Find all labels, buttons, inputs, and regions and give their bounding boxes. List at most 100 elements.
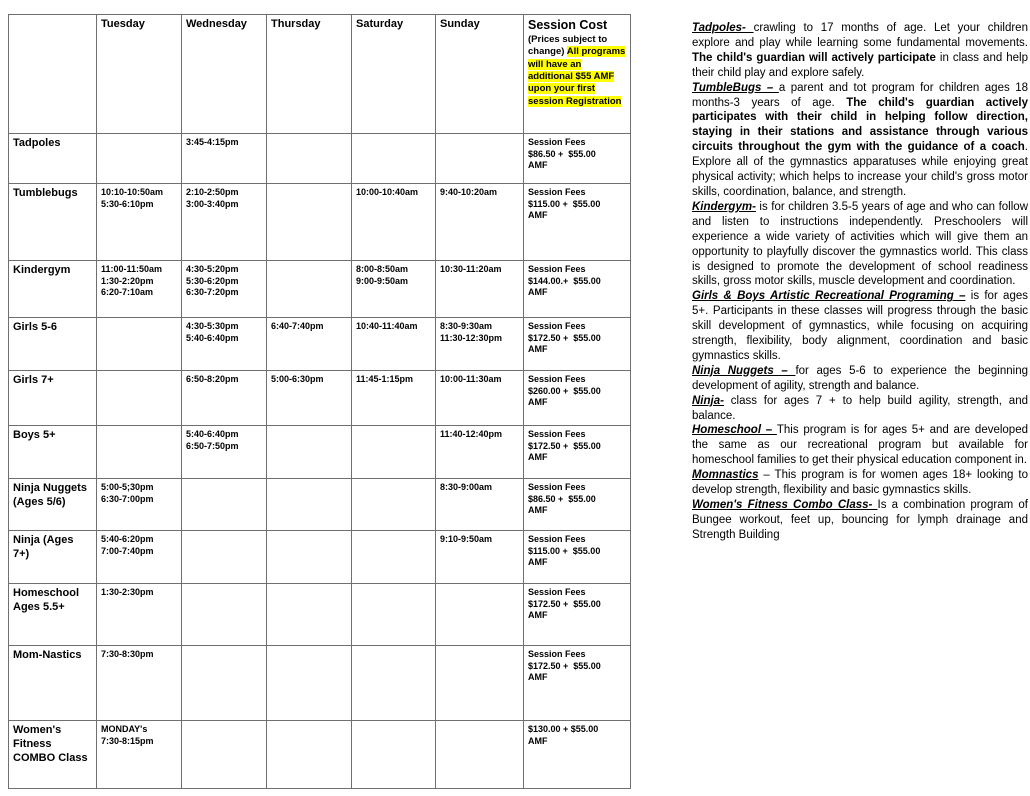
program-description-heading: Girls & Boys Artistic Recreational Progr… [692, 290, 966, 303]
program-description-heading: TumbleBugs – [692, 81, 779, 94]
day-header-wednesday: Wednesday [181, 14, 267, 134]
day-header-tuesday: Tuesday [96, 14, 182, 134]
time-cell: 10:40-11:40am [351, 317, 436, 371]
session-fee-cell: $130.00 + $55.00 AMF [523, 720, 631, 789]
time-cell [351, 425, 436, 479]
time-cell: 2:10-2:50pm 3:00-3:40pm [181, 183, 267, 261]
program-description-heading: Ninja- [692, 394, 724, 407]
description-text: class for ages 7 + to help build agility… [692, 394, 1028, 422]
time-cell [351, 530, 436, 584]
cost-note-plain: (Prices subject to change) [528, 34, 608, 58]
time-cell [435, 583, 524, 646]
time-cell [96, 317, 182, 371]
program-description-heading: Ninja Nuggets – [692, 364, 796, 377]
time-cell: 9:10-9:50am [435, 530, 524, 584]
time-cell: 11:00-11:50am 1:30-2:20pm 6:20-7:10am [96, 260, 182, 318]
description-text: . Explore all of the gymnastics apparatu… [692, 141, 1028, 198]
description-text: This program is for ages 5+ and are deve… [692, 424, 1028, 467]
description-bold-text: The child's guardian will actively parti… [692, 51, 936, 64]
day-header-saturday: Saturday [351, 14, 436, 134]
time-cell [96, 133, 182, 184]
time-cell [266, 478, 352, 531]
time-cell: 10:30-11:20am [435, 260, 524, 318]
description-text: is for ages 5+. Participants in these cl… [692, 290, 1028, 362]
time-cell [266, 260, 352, 318]
table-row: Tadpoles 3:45-4:15pm Session Fees $86.50 +… [8, 133, 631, 184]
time-cell [435, 720, 524, 789]
time-cell: 5:00-5;30pm 6:30-7:00pm [96, 478, 182, 531]
time-cell: 3:45-4:15pm [181, 133, 267, 184]
program-description: Momnastics – This program is for women a… [692, 468, 1028, 498]
class-name-cell: Ninja Nuggets (Ages 5/6) [8, 478, 97, 531]
day-header-sunday: Sunday [435, 14, 524, 134]
class-name-cell: Tumblebugs [8, 183, 97, 261]
table-row: Women's Fitness COMBO Class MONDAY's 7:30… [8, 720, 631, 789]
program-description: Ninja Nuggets – for ages 5-6 to experien… [692, 364, 1028, 394]
time-cell: 6:40-7:40pm [266, 317, 352, 371]
program-description-heading: Momnastics [692, 469, 759, 482]
time-cell: 5:40-6:40pm 6:50-7:50pm [181, 425, 267, 479]
session-fee-cell: Session Fees $172.50 + $55.00 AMF [523, 583, 631, 646]
schedule-table: Tuesday Wednesday Thursday Saturday Sund… [8, 14, 631, 789]
description-text: in class and help their child play and e… [692, 51, 1028, 79]
time-cell [266, 425, 352, 479]
description-text: – This program is for women ages 18+ loo… [692, 469, 1028, 497]
class-name-cell: Girls 5-6 [8, 317, 97, 371]
program-description: Homeschool – This program is for ages 5+… [692, 423, 1028, 468]
header-row: Tuesday Wednesday Thursday Saturday Sund… [8, 14, 631, 134]
class-name-cell: Ninja (Ages 7+) [8, 530, 97, 584]
class-name-cell: Women's Fitness COMBO Class [8, 720, 97, 789]
session-cost-title: Session Cost [528, 18, 608, 32]
day-header-thursday: Thursday [266, 14, 352, 134]
description-text: is for children 3.5-5 years of age and w… [692, 200, 1028, 288]
session-fee-cell: Session Fees $144.00.+ $55.00 AMF [523, 260, 631, 318]
time-cell: 10:10-10:50am 5:30-6:10pm [96, 183, 182, 261]
program-description: Women's Fitness Combo Class- Is a combin… [692, 498, 1028, 543]
time-cell: 10:00-11:30am [435, 370, 524, 426]
program-description: Kindergym- is for children 3.5-5 years o… [692, 200, 1028, 289]
time-cell: 6:50-8:20pm [181, 370, 267, 426]
time-cell: 8:30-9:00am [435, 478, 524, 531]
time-cell [266, 583, 352, 646]
time-cell: 11:45-1:15pm [351, 370, 436, 426]
table-row: Ninja (Ages 7+) 5:40-6:20pm 7:00-7:40pm 9:… [8, 530, 631, 584]
time-cell [181, 583, 267, 646]
time-cell [351, 583, 436, 646]
class-name-cell: Homeschool Ages 5.5+ [8, 583, 97, 646]
program-description: Ninja- class for ages 7 + to help build … [692, 394, 1028, 424]
time-cell [266, 133, 352, 184]
session-fee-cell: Session Fees $172.50 + $55.00 AMF [523, 317, 631, 371]
time-cell [435, 645, 524, 721]
session-fee-cell: Session Fees $260.00 + $55.00 AMF [523, 370, 631, 426]
time-cell [351, 720, 436, 789]
time-cell: 5:00-6:30pm [266, 370, 352, 426]
session-fee-cell: Session Fees $172.50 + $55.00 AMF [523, 425, 631, 479]
time-cell: 8:30-9:30am 11:30-12:30pm [435, 317, 524, 371]
time-cell [351, 133, 436, 184]
class-name-cell: Kindergym [8, 260, 97, 318]
corner-cell [8, 14, 97, 134]
time-cell [266, 720, 352, 789]
program-descriptions: Tadpoles- crawling to 17 months of age. … [692, 21, 1028, 543]
time-cell [96, 425, 182, 479]
time-cell [181, 645, 267, 721]
time-cell: 4:30-5:20pm 5:30-6:20pm 6:30-7:20pm [181, 260, 267, 318]
time-cell [96, 370, 182, 426]
time-cell [181, 720, 267, 789]
table-row: Kindergym 11:00-11:50am 1:30-2:20pm 6:20-… [8, 260, 631, 318]
time-cell [181, 530, 267, 584]
time-cell: 11:40-12:40pm [435, 425, 524, 479]
time-cell: MONDAY's 7:30-8:15pm [96, 720, 182, 789]
program-description-heading: Tadpoles- [692, 22, 754, 34]
session-fee-cell: Session Fees $115.00 + $55.00 AMF [523, 530, 631, 584]
description-text: for ages 5-6 to experience the beginning… [692, 364, 1028, 392]
program-description-heading: Homeschool – [692, 424, 777, 437]
table-row: Homeschool Ages 5.5+ 1:30-2:30pm Session F… [8, 583, 631, 646]
program-description: Girls & Boys Artistic Recreational Progr… [692, 289, 1028, 364]
table-row: Ninja Nuggets (Ages 5/6) 5:00-5;30pm 6:30… [8, 478, 631, 531]
time-cell [181, 478, 267, 531]
description-bold-text: The child's guardian actively participat… [692, 96, 1028, 154]
time-cell: 8:00-8:50am 9:00-9:50am [351, 260, 436, 318]
time-cell: 10:00-10:40am [351, 183, 436, 261]
class-name-cell: Tadpoles [8, 133, 97, 184]
